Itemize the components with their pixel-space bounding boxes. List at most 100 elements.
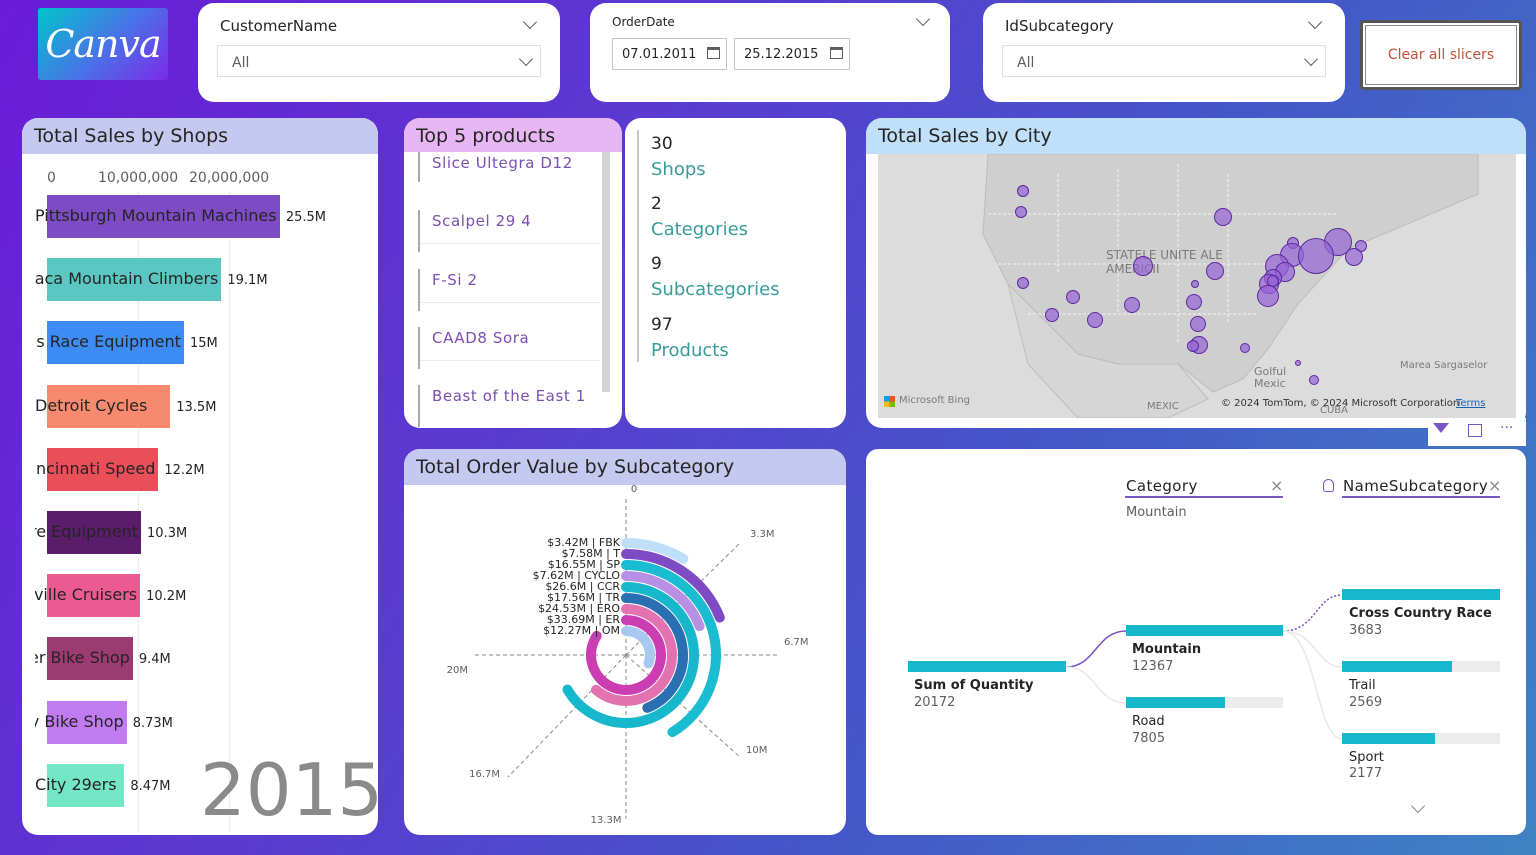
product-name: Beast of the East 1 xyxy=(432,387,586,405)
level2-bar-trail[interactable] xyxy=(1342,661,1452,672)
shop-bar[interactable] xyxy=(47,574,141,618)
list-scrollbar[interactable] xyxy=(602,152,610,392)
level1-bar-mountain[interactable] xyxy=(1126,625,1283,636)
focus-mode-icon[interactable] xyxy=(1468,424,1482,437)
subcategory-dropdown[interactable]: All xyxy=(1002,45,1326,77)
axis-tick-0: 0 xyxy=(47,170,56,186)
level2-label: Sport xyxy=(1349,750,1384,765)
radial-ring-label: $26.6M | CCR xyxy=(545,580,620,593)
radial-axis-tick: 6.7M xyxy=(784,637,809,648)
city-bubble[interactable] xyxy=(1240,343,1250,353)
decomp-tree-card: Category × Mountain NameSubcategory × Su… xyxy=(866,449,1526,835)
collapse-chevron-icon[interactable] xyxy=(915,11,931,27)
city-bubble[interactable] xyxy=(1186,294,1202,310)
radial-ring[interactable] xyxy=(621,560,721,738)
kpi-products-label: Products xyxy=(651,340,729,361)
city-bubble[interactable] xyxy=(1015,206,1027,218)
shop-bar[interactable] xyxy=(47,511,142,554)
shop-bar-label: Louisville Cruisers xyxy=(35,585,138,605)
product-item[interactable]: Beast of the East 1 xyxy=(418,385,600,427)
radial-ring[interactable] xyxy=(621,538,689,564)
level1-label: Mountain xyxy=(1132,642,1202,657)
shop-bar-value: 25.5M xyxy=(285,210,326,225)
city-bubble[interactable] xyxy=(1309,375,1319,385)
shop-bar[interactable] xyxy=(47,700,127,744)
more-options-icon[interactable]: ··· xyxy=(1500,420,1514,436)
city-bubble[interactable] xyxy=(1298,238,1334,274)
level2-bar-ccr[interactable] xyxy=(1342,589,1500,600)
map-area[interactable]: STATELE UNITE ALE AMERICII Golful Mexic … xyxy=(878,153,1516,419)
sargasso-label: Marea Sargaselor xyxy=(1400,360,1488,371)
filter-icon[interactable] xyxy=(1433,423,1449,433)
city-bubble[interactable] xyxy=(1214,208,1232,226)
city-bubble[interactable] xyxy=(1206,262,1224,280)
calendar-icon[interactable] xyxy=(707,47,720,59)
root-bar[interactable] xyxy=(908,661,1066,672)
start-date-input[interactable]: 07.01.2011 xyxy=(612,38,727,70)
shop-bar[interactable] xyxy=(47,321,184,365)
radial-ring[interactable] xyxy=(621,593,688,713)
city-bubble[interactable] xyxy=(1345,248,1363,266)
shop-bar[interactable] xyxy=(47,384,171,428)
city-bubble[interactable] xyxy=(1187,340,1199,352)
close-icon[interactable]: × xyxy=(1488,476,1502,495)
city-bubble[interactable] xyxy=(1190,316,1206,332)
lightbulb-icon[interactable] xyxy=(1323,479,1334,492)
city-bubble[interactable] xyxy=(1087,312,1103,328)
shop-bar[interactable] xyxy=(47,637,133,681)
radial-ring[interactable] xyxy=(621,571,705,632)
customer-dropdown[interactable]: All xyxy=(217,45,541,77)
level1-bar-road[interactable] xyxy=(1126,697,1225,708)
radial-ring-label: $7.62M | CYCLO xyxy=(533,569,621,582)
shop-bar[interactable] xyxy=(47,763,125,807)
shop-bar[interactable] xyxy=(47,447,159,491)
collapse-chevron-icon[interactable] xyxy=(1307,14,1323,30)
col2-header[interactable]: NameSubcategory xyxy=(1343,477,1489,495)
radial-ring[interactable] xyxy=(621,549,725,623)
col1-header[interactable]: Category xyxy=(1126,477,1198,495)
radial-ring[interactable] xyxy=(586,615,666,695)
city-bubble[interactable] xyxy=(1191,280,1199,288)
city-bubble[interactable] xyxy=(1066,290,1080,304)
collapse-chevron-icon[interactable] xyxy=(522,14,538,30)
city-bubble[interactable] xyxy=(1257,285,1279,307)
close-icon[interactable]: × xyxy=(1270,476,1284,495)
product-item[interactable]: Slice Ultegra D12 xyxy=(418,152,600,182)
shop-bar[interactable] xyxy=(47,195,280,238)
root-value: 20172 xyxy=(914,695,956,710)
city-bubble[interactable] xyxy=(1017,185,1029,197)
city-bubble[interactable] xyxy=(1133,256,1153,276)
radial-ring[interactable] xyxy=(590,604,677,706)
end-date-value: 25.12.2015 xyxy=(744,47,819,62)
radial-ring[interactable] xyxy=(562,582,699,728)
product-name: F-Si 2 xyxy=(432,271,478,289)
top5-list[interactable]: Slice Ultegra D12 Scalpel 29 4 F-Si 2 CA… xyxy=(404,152,622,428)
radial-ring[interactable] xyxy=(621,626,655,669)
product-item[interactable]: Scalpel 29 4 xyxy=(418,210,600,252)
product-item[interactable]: CAAD8 Sora xyxy=(418,327,600,369)
clear-slicers-button[interactable]: Clear all slicers xyxy=(1360,20,1522,90)
radial-ring-label: $7.58M | T xyxy=(562,547,621,560)
city-bubble[interactable] xyxy=(1295,360,1301,366)
decomp-connectors xyxy=(1065,594,1343,740)
radial-ring-label: $3.42M | FBK xyxy=(547,536,621,549)
level2-bar-sport[interactable] xyxy=(1342,733,1435,744)
decomp-header-band xyxy=(878,461,1516,529)
product-name: CAAD8 Sora xyxy=(432,329,530,347)
city-bubble[interactable] xyxy=(1017,277,1029,289)
city-bubble[interactable] xyxy=(1124,297,1140,313)
list-divider xyxy=(418,360,600,361)
map-terms-link[interactable]: Terms xyxy=(1456,398,1486,409)
radial-ring-label: $17.56M | TR xyxy=(547,591,620,604)
end-date-input[interactable]: 25.12.2015 xyxy=(734,38,850,70)
level1-value: 7805 xyxy=(1132,731,1166,746)
calendar-icon[interactable] xyxy=(830,47,843,59)
product-name: Slice Ultegra D12 xyxy=(432,154,573,172)
product-item[interactable]: F-Si 2 xyxy=(418,269,600,311)
city-bubble[interactable] xyxy=(1045,308,1059,322)
root-label: Sum of Quantity xyxy=(914,678,1034,693)
subcategory-slicer-title: IdSubcategory xyxy=(1005,17,1114,35)
kpi-categories-label: Categories xyxy=(651,219,749,240)
shop-bar[interactable] xyxy=(47,258,222,302)
